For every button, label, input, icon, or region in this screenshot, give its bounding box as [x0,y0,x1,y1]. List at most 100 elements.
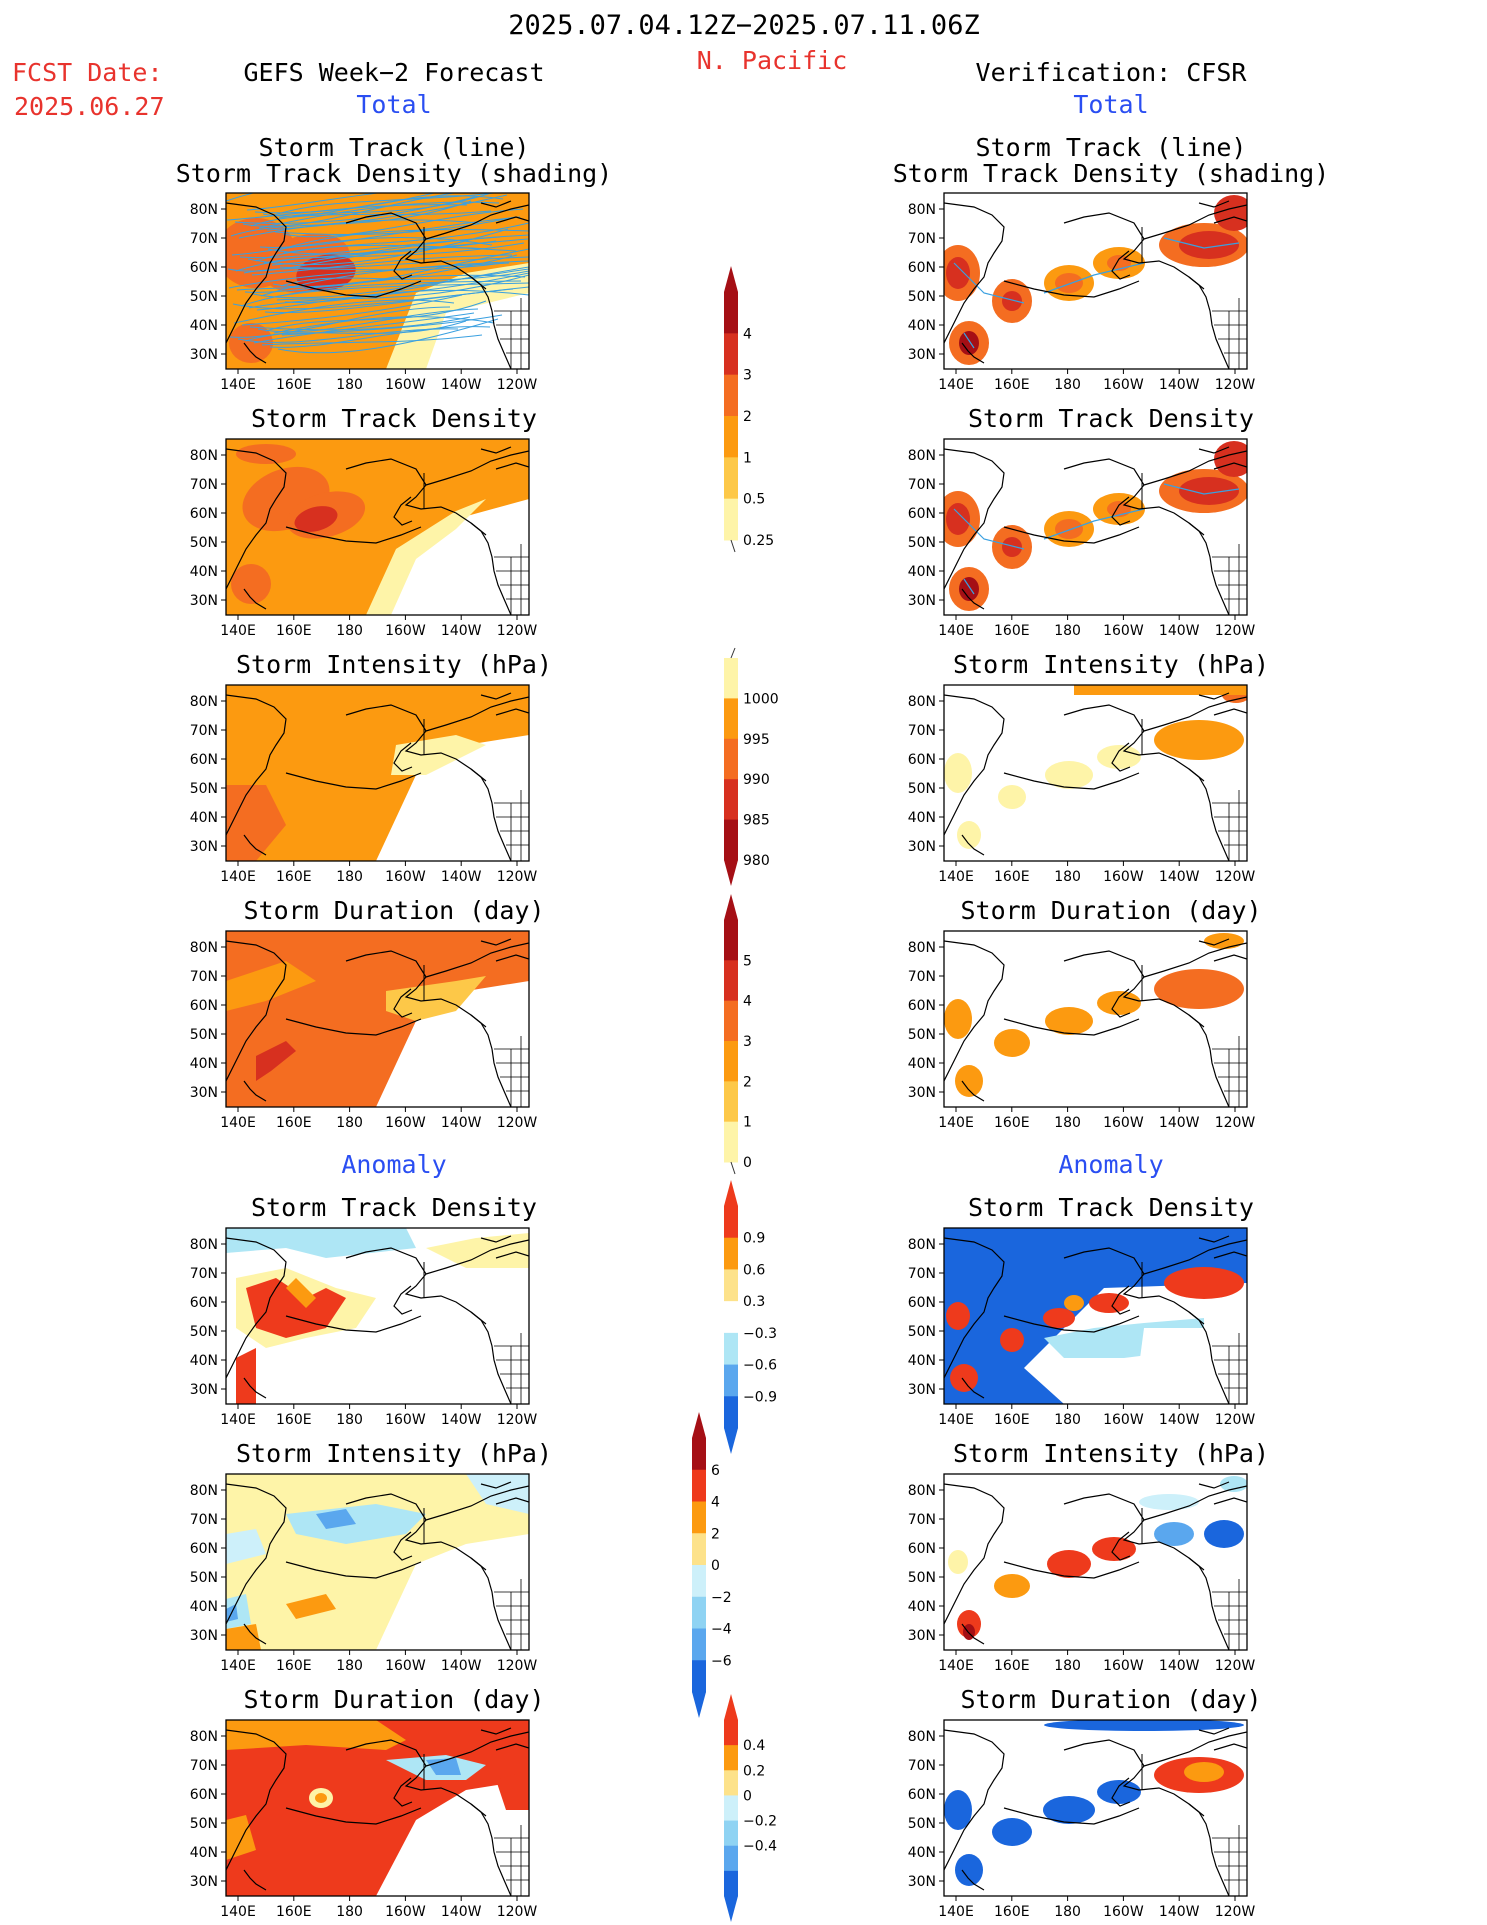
colorbar-tick-label: −0.2 [743,1814,777,1830]
y-tick-label: 60N [908,506,936,522]
y-tick-label: 40N [908,1845,936,1861]
colorbar-tick-label: 1 [743,1115,752,1131]
map-duration-anomaly-forecast: 140E 160E 180 160W 140W 120W 80N 70N 60N 50N 40N 30… [190,1719,537,1920]
colorbar-tick-label: 2 [743,1074,752,1090]
colorbar-tick-label: −0.9 [743,1389,777,1405]
map-duration-forecast: 140E 160E 180 160W 140W 120W 80N 70N 60N 50N 40N 30… [190,930,537,1131]
colorbar-swatch [724,960,738,1002]
y-tick-label: 70N [190,969,218,985]
colorbar-swatch [724,1081,738,1123]
x-tick-label: 160E [276,1115,312,1131]
y-tick-label: 60N [908,1541,936,1557]
colorbar-tick-label: 0.4 [743,1738,765,1754]
colorbar-swatch [692,1533,706,1566]
colorbar-tick-label: 3 [743,1034,752,1050]
x-tick-label: 120W [497,1658,538,1674]
colorbar-swatch [724,1121,738,1163]
y-tick-label: 80N [908,1729,936,1745]
x-tick-label: 160E [276,1658,312,1674]
x-tick-label: 180 [1054,1904,1081,1920]
x-tick-label: 160W [1103,1658,1144,1674]
panel-title-track-line-left: Storm Track (line) [258,133,530,162]
x-tick-label: 180 [1054,1412,1081,1428]
colorbar-tick-label: 4 [743,326,752,342]
y-tick-label: 40N [190,564,218,580]
x-tick-label: 160E [276,623,312,639]
x-tick-label: 120W [497,377,538,393]
x-tick-label: 160W [1103,1904,1144,1920]
colorbar-swatch [724,1396,738,1429]
colorbar-swatch [724,457,738,500]
x-tick-label: 140W [1159,377,1200,393]
x-tick-label: 140E [220,377,256,393]
colorbar-duration-anomaly: 0.4 0.2 0 −0.2 −0.4 [724,1694,777,1922]
colorbar-tick-label: 0.25 [743,533,774,549]
panel-title-intensity-anom-left: Storm Intensity (hPa) [235,1439,553,1468]
x-tick-label: 140E [938,623,974,639]
y-tick-label: 50N [908,1570,936,1586]
colorbar-tick-label: 2 [743,409,752,425]
colorbar-arrow-top [692,1412,706,1438]
right-anomaly-label: Anomaly [1058,1150,1164,1179]
x-tick-label: 180 [1054,1658,1081,1674]
colorbar-tick-label: 990 [743,772,770,788]
y-tick-label: 80N [908,1237,936,1253]
x-tick-label: 180 [336,377,363,393]
y-tick-label: 80N [908,1483,936,1499]
y-tick-label: 70N [908,477,936,493]
x-tick-label: 160E [994,1412,1030,1428]
colorbar-tick-label: 4 [711,1495,720,1511]
x-tick-label: 180 [336,869,363,885]
x-tick-label: 160W [385,1658,426,1674]
y-tick-label: 50N [908,1816,936,1832]
colorbar-swatch [724,1820,738,1847]
map-track-line-forecast: 140E 160E 180 160W 140W 120W 80N 70N 60N 50N 40N 30… [190,192,537,393]
colorbar-tick-label: 6 [711,1463,720,1479]
y-tick-label: 40N [190,318,218,334]
x-tick-label: 140W [1159,1658,1200,1674]
y-tick-label: 30N [190,839,218,855]
y-tick-label: 40N [190,1056,218,1072]
panel-title-intensity-right: Storm Intensity (hPa) [952,650,1270,679]
colorbar-tick-label: −2 [711,1590,732,1606]
colorbar-tick-label: 0.2 [743,1763,765,1779]
x-tick-label: 120W [1215,1115,1256,1131]
x-tick-label: 160E [276,869,312,885]
x-tick-label: 160W [385,1904,426,1920]
colorbar-arrow-top [724,1180,738,1206]
map-intensity-verification: 140E 160E 180 160W 140W 120W 80N 70N 60N 50N 40N 30… [908,684,1255,885]
x-tick-label: 160W [1103,1412,1144,1428]
y-tick-label: 50N [190,535,218,551]
panel-title-track-line-right: Storm Track (line) [975,133,1247,162]
x-tick-label: 140E [938,1658,974,1674]
y-tick-label: 30N [908,347,936,363]
y-tick-label: 70N [190,1758,218,1774]
colorbar-tick-label: −4 [711,1622,732,1638]
region-title: N. Pacific [696,46,848,75]
y-tick-label: 30N [190,1085,218,1101]
x-tick-label: 140E [938,1115,974,1131]
colorbar-density-total: 4 3 2 1 0.5 0.25 [724,266,774,553]
x-tick-label: 120W [497,869,538,885]
y-tick-label: 60N [190,998,218,1014]
x-tick-label: 120W [497,1115,538,1131]
x-tick-label: 160E [276,1904,312,1920]
x-tick-label: 160W [1103,623,1144,639]
colorbar-swatch [724,1845,738,1872]
y-tick-label: 80N [190,1729,218,1745]
x-tick-label: 140W [1159,1904,1200,1920]
y-tick-label: 30N [190,1628,218,1644]
colorbar-tick-label: 2 [711,1526,720,1542]
y-tick-label: 80N [190,1237,218,1253]
fcst-date-value: 2025.06.27 [14,92,165,121]
y-tick-label: 60N [190,1295,218,1311]
y-tick-label: 30N [190,593,218,609]
x-tick-label: 160E [994,1658,1030,1674]
y-tick-label: 60N [190,1787,218,1803]
y-tick-label: 70N [190,231,218,247]
colorbar-intensity-total: 1000 995 990 985 980 [724,647,779,886]
x-tick-label: 120W [1215,377,1256,393]
y-tick-label: 80N [908,202,936,218]
panel-title-density-anom-left: Storm Track Density [251,1193,537,1222]
map-density-verification: 140E 160E 180 160W 140W 120W 80N 70N 60N 50N 40N 30… [908,438,1255,639]
